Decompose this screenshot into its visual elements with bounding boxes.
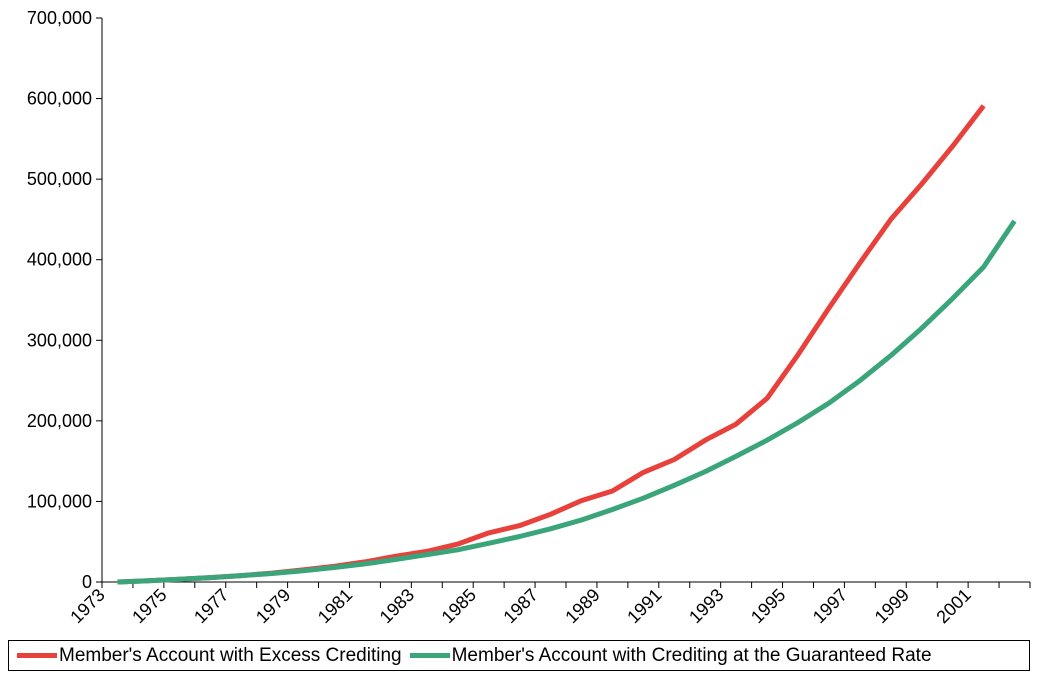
x-tick-label: 2001 (933, 585, 975, 627)
y-tick-label: 300,000 (27, 330, 92, 350)
x-tick-label: 1973 (66, 585, 108, 627)
x-tick-label: 1977 (190, 585, 232, 627)
line-chart: 0 100,000 200,000 300,000 400,000 500,000 600,… (27, 8, 1031, 627)
axes (101, 18, 1030, 583)
x-tick-label: 1989 (561, 585, 603, 627)
x-tick-label: 1981 (314, 585, 356, 627)
y-tick-label: 200,000 (27, 411, 92, 431)
x-tick-label: 1995 (747, 585, 789, 627)
x-tick-label: 1983 (376, 585, 418, 627)
legend: Member's Account with Excess Crediting M… (8, 640, 1030, 671)
x-tick-label: 1993 (685, 585, 727, 627)
legend-swatch-guaranteed (409, 653, 450, 658)
legend-item-excess: Member's Account with Excess Crediting (17, 645, 402, 667)
series-line-excess-crediting (117, 104, 986, 585)
legend-label-excess: Member's Account with Excess Crediting (59, 644, 402, 666)
x-tick-label: 1987 (499, 585, 541, 627)
y-tick-label: 600,000 (27, 89, 92, 109)
y-tick-label: 100,000 (27, 491, 92, 511)
series-lines (117, 104, 1017, 585)
x-tick-label: 1997 (809, 585, 851, 627)
y-axis-ticks: 0 100,000 200,000 300,000 400,000 500,000 600,… (27, 8, 102, 592)
x-tick-label: 1975 (128, 585, 170, 627)
y-tick-label: 0 (82, 572, 92, 592)
x-tick-label: 1985 (438, 585, 480, 627)
x-tick-label: 1979 (252, 585, 294, 627)
y-tick-label: 500,000 (27, 169, 92, 189)
series-line-guaranteed-rate (117, 219, 1017, 585)
legend-item-guaranteed: Member's Account with Crediting at the G… (409, 644, 932, 667)
x-tick-label: 1991 (623, 585, 665, 627)
legend-swatch-excess (17, 653, 57, 658)
legend-label-guaranteed: Member's Account with Crediting at the G… (451, 644, 932, 666)
x-tick-label: 1999 (871, 585, 913, 627)
x-axis-ticks: 1973 1975 1977 1979 1981 1983 1985 1987 1989 1991… (66, 582, 1031, 627)
y-tick-label: 700,000 (27, 8, 92, 28)
y-tick-label: 400,000 (27, 250, 92, 270)
